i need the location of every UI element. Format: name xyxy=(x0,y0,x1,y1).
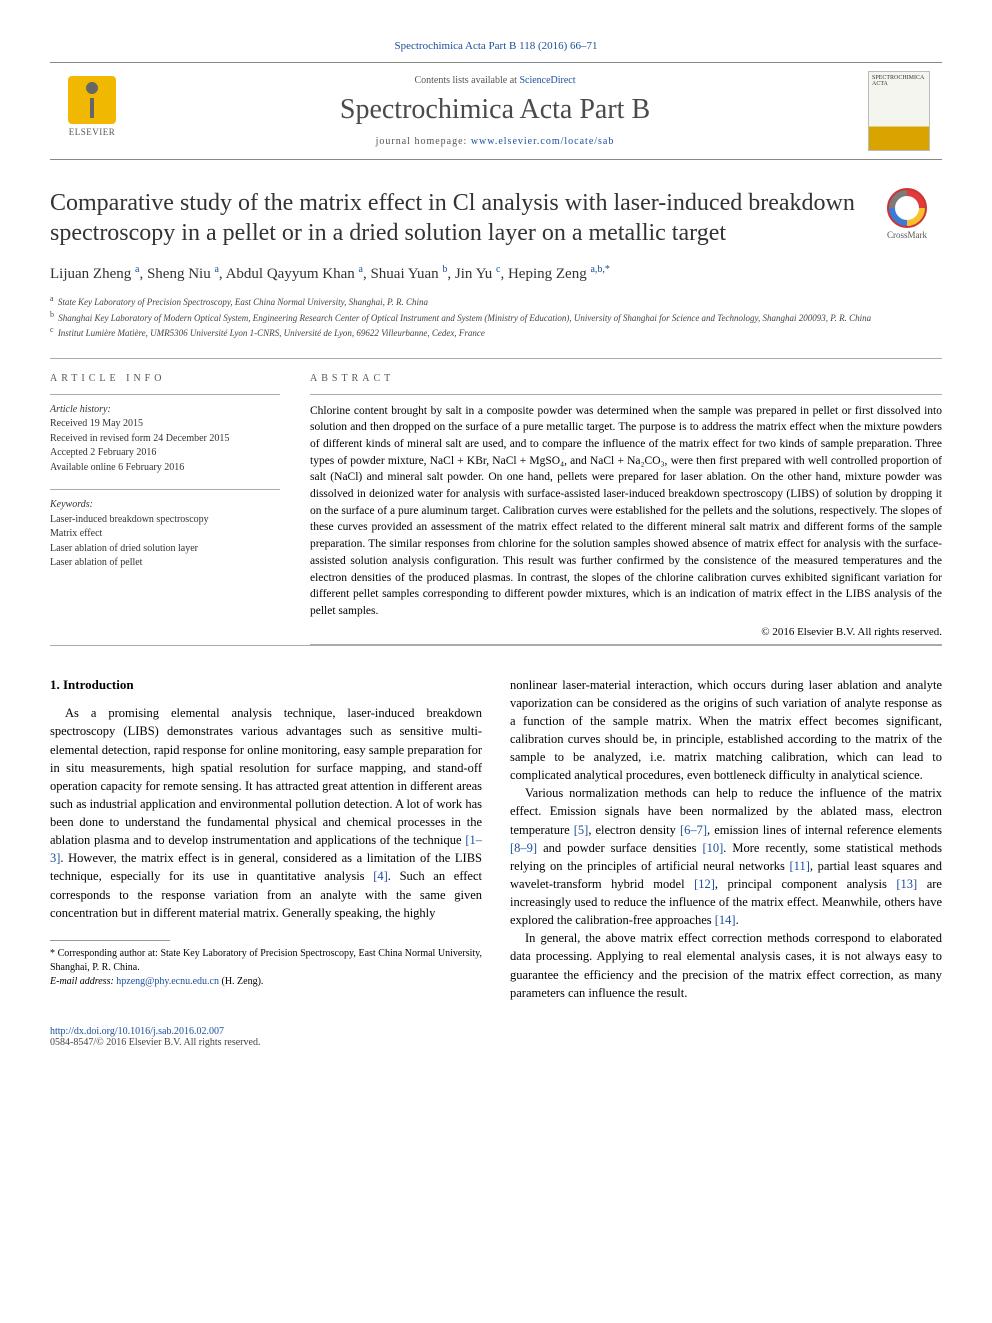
article-title: Comparative study of the matrix effect i… xyxy=(50,188,856,248)
body-two-columns: 1. Introduction As a promising elemental… xyxy=(50,676,942,1002)
affiliation: c Institut Lumière Matière, UMR5306 Univ… xyxy=(50,324,942,340)
divider xyxy=(50,394,280,395)
body-paragraph: In general, the above matrix effect corr… xyxy=(510,929,942,1002)
citation-link[interactable]: [11] xyxy=(790,859,810,873)
corresponding-author-footnote: * Corresponding author at: State Key Lab… xyxy=(50,947,482,975)
divider xyxy=(310,644,942,645)
keyword: Laser-induced breakdown spectroscopy xyxy=(50,514,209,525)
header-center: Contents lists available at ScienceDirec… xyxy=(122,75,868,147)
sciencedirect-link[interactable]: ScienceDirect xyxy=(519,75,575,86)
journal-cover-thumb: SPECTROCHIMICA ACTA xyxy=(868,71,930,151)
contents-prefix: Contents lists available at xyxy=(414,75,519,86)
affiliations: a State Key Laboratory of Precision Spec… xyxy=(50,293,942,340)
crossmark[interactable]: CrossMark xyxy=(872,188,942,240)
crossmark-icon xyxy=(887,188,927,228)
citation-link[interactable]: [10] xyxy=(702,841,723,855)
body-paragraph: nonlinear laser-material interaction, wh… xyxy=(510,676,942,785)
author: Lijuan Zheng a xyxy=(50,266,139,282)
citation-link[interactable]: [6–7] xyxy=(680,823,707,837)
divider xyxy=(310,394,942,395)
email-after: (H. Zeng). xyxy=(219,976,263,987)
citation-link[interactable]: [5] xyxy=(574,823,589,837)
keyword: Laser ablation of pellet xyxy=(50,557,142,568)
right-column: nonlinear laser-material interaction, wh… xyxy=(510,676,942,1002)
body-paragraph: Various normalization methods can help t… xyxy=(510,784,942,929)
abstract-column: ABSTRACT Chlorine content brought by sal… xyxy=(310,373,942,645)
history-label: Article history: xyxy=(50,404,111,415)
author: Abdul Qayyum Khan a xyxy=(226,266,363,282)
email-link[interactable]: hpzeng@phy.ecnu.edu.cn xyxy=(116,976,219,987)
title-row: Comparative study of the matrix effect i… xyxy=(50,188,942,248)
keywords-block: Keywords: Laser-induced breakdown spectr… xyxy=(50,498,280,571)
body-paragraph: As a promising elemental analysis techni… xyxy=(50,704,482,922)
keyword: Matrix effect xyxy=(50,528,102,539)
journal-reference: Spectrochimica Acta Part B 118 (2016) 66… xyxy=(50,40,942,52)
author: Shuai Yuan b xyxy=(370,266,447,282)
divider xyxy=(50,358,942,359)
journal-title: Spectrochimica Acta Part B xyxy=(122,94,868,126)
left-column: 1. Introduction As a promising elemental… xyxy=(50,676,482,1002)
affiliation: b Shanghai Key Laboratory of Modern Opti… xyxy=(50,309,942,325)
abstract-copyright: © 2016 Elsevier B.V. All rights reserved… xyxy=(310,626,942,638)
journal-ref-link[interactable]: Spectrochimica Acta Part B 118 (2016) 66… xyxy=(394,40,597,52)
affiliation: a State Key Laboratory of Precision Spec… xyxy=(50,293,942,309)
citation-link[interactable]: [13] xyxy=(896,877,917,891)
history-item: Received in revised form 24 December 201… xyxy=(50,433,229,444)
keyword: Laser ablation of dried solution layer xyxy=(50,543,198,554)
elsevier-tree-icon xyxy=(68,76,116,124)
author: Sheng Niu a xyxy=(147,266,219,282)
abstract-text: Chlorine content brought by salt in a co… xyxy=(310,403,942,620)
history-item: Accepted 2 February 2016 xyxy=(50,447,156,458)
history-item: Available online 6 February 2016 xyxy=(50,462,184,473)
email-label: E-mail address: xyxy=(50,976,116,987)
elsevier-logo: ELSEVIER xyxy=(62,76,122,146)
article-history: Article history: Received 19 May 2015 Re… xyxy=(50,403,280,476)
citation-link[interactable]: [14] xyxy=(715,913,736,927)
info-abstract-row: ARTICLE INFO Article history: Received 1… xyxy=(50,373,942,645)
history-item: Received 19 May 2015 xyxy=(50,418,143,429)
homepage-line: journal homepage: www.elsevier.com/locat… xyxy=(122,136,868,147)
homepage-link[interactable]: www.elsevier.com/locate/sab xyxy=(471,136,615,147)
doi-link[interactable]: http://dx.doi.org/10.1016/j.sab.2016.02.… xyxy=(50,1026,224,1037)
author: Jin Yu c xyxy=(455,266,501,282)
contents-line: Contents lists available at ScienceDirec… xyxy=(122,75,868,86)
keywords-label: Keywords: xyxy=(50,499,93,510)
email-footnote: E-mail address: hpzeng@phy.ecnu.edu.cn (… xyxy=(50,975,482,989)
homepage-prefix: journal homepage: xyxy=(376,136,471,147)
authors-line: Lijuan Zheng a, Sheng Niu a, Abdul Qayyu… xyxy=(50,264,942,283)
corr-label: * Corresponding author at: xyxy=(50,948,160,959)
elsevier-label: ELSEVIER xyxy=(69,127,116,137)
author: Heping Zeng a,b,* xyxy=(508,266,610,282)
journal-header-bar: ELSEVIER Contents lists available at Sci… xyxy=(50,62,942,160)
citation-link[interactable]: [4] xyxy=(373,869,388,883)
cover-text: SPECTROCHIMICA ACTA xyxy=(872,75,924,87)
divider xyxy=(50,489,280,490)
section-heading: 1. Introduction xyxy=(50,676,482,695)
footnote-divider xyxy=(50,940,170,941)
divider xyxy=(50,645,942,646)
page-footer: http://dx.doi.org/10.1016/j.sab.2016.02.… xyxy=(50,1026,942,1048)
article-info-heading: ARTICLE INFO xyxy=(50,373,280,384)
abstract-heading: ABSTRACT xyxy=(310,373,942,384)
crossmark-label: CrossMark xyxy=(887,230,927,240)
issn-copyright: 0584-8547/© 2016 Elsevier B.V. All right… xyxy=(50,1037,260,1048)
article-info-column: ARTICLE INFO Article history: Received 1… xyxy=(50,373,280,645)
citation-link[interactable]: [12] xyxy=(694,877,715,891)
page: Spectrochimica Acta Part B 118 (2016) 66… xyxy=(0,0,992,1078)
citation-link[interactable]: [8–9] xyxy=(510,841,537,855)
